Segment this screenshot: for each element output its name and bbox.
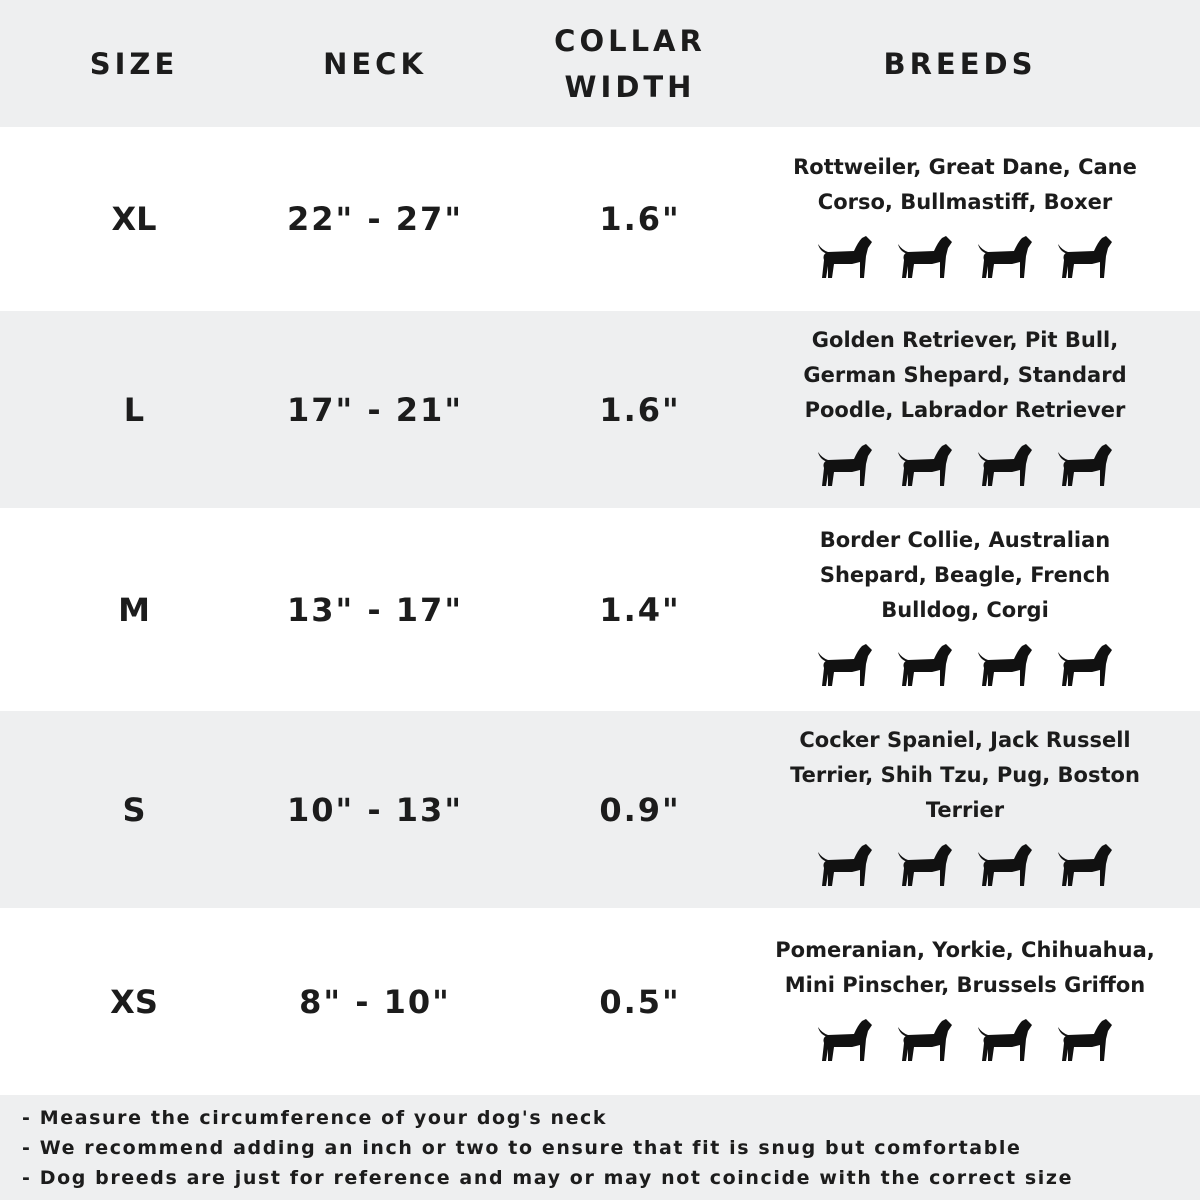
jack-russell-icon xyxy=(898,844,952,886)
rottweiler-icon xyxy=(818,236,872,278)
breeds-cell: Rottweiler, Great Dane, Cane Corso, Bull… xyxy=(770,127,1160,311)
header-size: SIZE xyxy=(89,46,179,81)
poodle-icon xyxy=(978,444,1032,486)
neck-range: 8" - 10" xyxy=(299,982,451,1021)
breeds-text: Rottweiler, Great Dane, Cane Corso, Bull… xyxy=(793,155,1137,214)
shih-tzu-icon xyxy=(978,844,1032,886)
pug-icon xyxy=(1058,844,1112,886)
neck-range: 22" - 27" xyxy=(287,200,463,238)
neck-range: 13" - 17" xyxy=(287,590,463,629)
size-value: M xyxy=(118,590,150,629)
breeds-cell: Pomeranian, Yorkie, Chihuahua, Mini Pins… xyxy=(770,908,1160,1095)
french-bulldog-icon xyxy=(978,644,1032,686)
breeds-text: Cocker Spaniel, Jack Russell Terrier, Sh… xyxy=(790,728,1140,822)
size-value: XS xyxy=(110,982,158,1021)
breeds-cell: Golden Retriever, Pit Bull, German Shepa… xyxy=(770,311,1160,508)
labrador-icon xyxy=(898,444,952,486)
golden-retriever-icon xyxy=(818,444,872,486)
breed-icons xyxy=(814,226,1116,288)
breeds-cell: Border Collie, Australian Shepard, Beagl… xyxy=(770,508,1160,711)
collar-width-value: 1.6" xyxy=(599,390,681,429)
great-dane-icon xyxy=(898,236,952,278)
cane-corso-icon xyxy=(978,236,1032,278)
breed-icons xyxy=(814,1009,1116,1071)
collar-width-value: 1.6" xyxy=(599,200,681,238)
breed-icons xyxy=(814,434,1116,496)
collar-width-value: 0.5" xyxy=(599,982,681,1021)
breeds-cell: Cocker Spaniel, Jack Russell Terrier, Sh… xyxy=(770,711,1160,908)
size-row-xs: XS 8" - 10" 0.5" Pomeranian, Yorkie, Chi… xyxy=(0,908,1200,1095)
breeds-text: Border Collie, Australian Shepard, Beagl… xyxy=(819,528,1111,622)
collar-width-value: 0.9" xyxy=(599,790,681,829)
size-value: S xyxy=(122,790,146,829)
size-row-l: L 17" - 21" 1.6" Golden Retriever, Pit B… xyxy=(0,311,1200,508)
corgi-icon xyxy=(1058,644,1112,686)
neck-range: 10" - 13" xyxy=(287,790,463,829)
breed-icons xyxy=(814,834,1116,896)
bullmastiff-icon xyxy=(1058,236,1112,278)
border-collie-icon xyxy=(818,644,872,686)
chihuahua-icon xyxy=(978,1018,1032,1061)
collar-width-value: 1.4" xyxy=(599,590,681,629)
size-row-m: M 13" - 17" 1.4" Border Collie, Australi… xyxy=(0,508,1200,711)
note-3: - Dog breeds are just for reference and … xyxy=(22,1167,1074,1189)
yorkie-icon xyxy=(898,1018,952,1061)
size-row-xl: XL 22" - 27" 1.6" Rottweiler, Great Dane… xyxy=(0,127,1200,311)
size-value: L xyxy=(123,390,145,429)
cocker-spaniel-icon xyxy=(818,844,872,886)
header-collar-width: COLLAR WIDTH xyxy=(520,0,740,127)
breeds-text: Pomeranian, Yorkie, Chihuahua, Mini Pins… xyxy=(775,937,1155,997)
footer-notes: - Measure the circumference of your dog'… xyxy=(0,1095,1200,1200)
header-neck: NECK xyxy=(323,46,427,81)
header-breeds: BREEDS xyxy=(883,46,1037,81)
header-collar-line2: WIDTH xyxy=(564,69,696,104)
neck-range: 17" - 21" xyxy=(287,390,463,429)
mini-pinscher-icon xyxy=(1058,1018,1112,1061)
breeds-text: Golden Retriever, Pit Bull, German Shepa… xyxy=(803,328,1127,422)
breed-icons xyxy=(814,634,1116,696)
note-2: - We recommend adding an inch or two to … xyxy=(22,1137,1022,1159)
size-row-s: S 10" - 13" 0.9" Cocker Spaniel, Jack Ru… xyxy=(0,711,1200,908)
note-1: - Measure the circumference of your dog'… xyxy=(22,1107,608,1129)
german-shepard-icon xyxy=(1058,444,1112,486)
header-collar-line1: COLLAR xyxy=(554,23,706,58)
size-value: XL xyxy=(111,200,157,238)
beagle-icon xyxy=(898,644,952,686)
pomeranian-icon xyxy=(818,1018,872,1061)
header-row: SIZE NECK COLLAR WIDTH BREEDS xyxy=(0,0,1200,127)
